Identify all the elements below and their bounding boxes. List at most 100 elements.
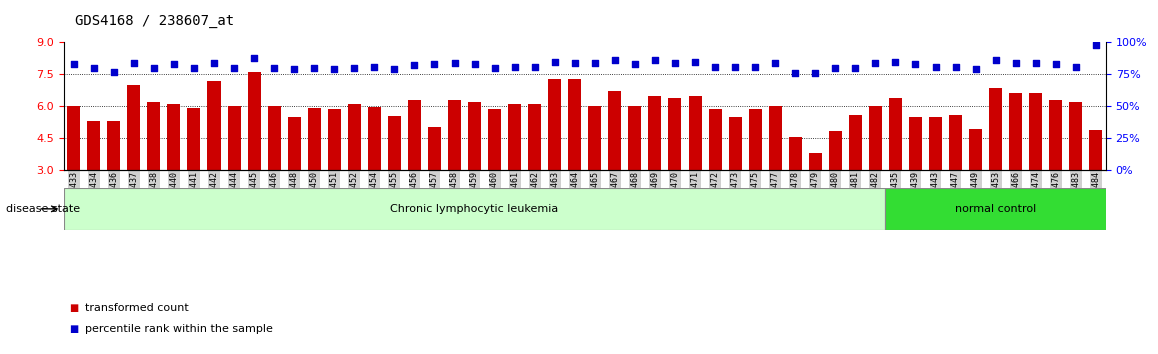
Bar [668, 98, 682, 170]
Point [85, 65, 103, 71]
Bar [127, 85, 140, 170]
Bar [886, 188, 1106, 230]
Point [886, 59, 904, 64]
Point [846, 65, 865, 71]
Point [265, 65, 284, 71]
Point [946, 64, 965, 69]
Point [1047, 61, 1065, 67]
Point [365, 64, 383, 69]
Bar [789, 137, 801, 170]
Bar [428, 127, 441, 170]
Bar [950, 115, 962, 170]
Bar [368, 107, 381, 170]
Bar [909, 117, 922, 170]
Point [485, 65, 504, 71]
Bar [728, 117, 741, 170]
Bar [308, 108, 321, 170]
Point [786, 70, 805, 76]
Bar [468, 102, 481, 170]
Point [625, 61, 644, 67]
Bar [929, 117, 943, 170]
Text: ■: ■ [69, 303, 79, 313]
Bar [227, 106, 241, 170]
Point [145, 65, 163, 71]
Bar [608, 91, 622, 170]
Bar [769, 106, 782, 170]
Bar [287, 117, 301, 170]
Bar [1009, 93, 1023, 170]
Point [666, 60, 684, 66]
Point [244, 55, 263, 61]
Bar [528, 104, 541, 170]
Bar [1029, 93, 1042, 170]
Point [907, 61, 925, 67]
Point [325, 67, 344, 72]
Point [225, 65, 243, 71]
Point [526, 64, 544, 69]
Bar [689, 96, 702, 170]
Point [1067, 64, 1085, 69]
Point [345, 65, 364, 71]
Bar [168, 104, 181, 170]
Point [746, 64, 764, 69]
Point [686, 59, 704, 64]
Point [987, 57, 1005, 63]
Bar [1069, 102, 1083, 170]
Point [285, 67, 303, 72]
Point [65, 61, 83, 67]
Bar [87, 121, 101, 170]
Bar [508, 104, 521, 170]
Bar [347, 104, 361, 170]
Bar [849, 115, 862, 170]
Point [205, 60, 223, 66]
Text: ■: ■ [69, 324, 79, 334]
Bar [1090, 130, 1102, 170]
Bar [808, 153, 822, 170]
Bar [488, 109, 501, 170]
Bar [147, 102, 161, 170]
Point [606, 57, 624, 63]
Bar [207, 81, 220, 170]
Bar [829, 131, 842, 170]
Bar [748, 109, 762, 170]
Point [806, 70, 824, 76]
Point [445, 60, 463, 66]
Bar [248, 72, 261, 170]
Bar [67, 106, 80, 170]
Point [726, 64, 745, 69]
Point [164, 61, 183, 67]
Point [545, 59, 564, 64]
Text: Chronic lymphocytic leukemia: Chronic lymphocytic leukemia [390, 204, 558, 214]
Point [386, 67, 404, 72]
Bar [548, 79, 562, 170]
Point [966, 67, 984, 72]
Bar [648, 96, 661, 170]
Point [565, 60, 584, 66]
Text: GDS4168 / 238607_at: GDS4168 / 238607_at [75, 14, 234, 28]
Bar [108, 121, 120, 170]
Text: normal control: normal control [955, 204, 1036, 214]
Bar [328, 109, 340, 170]
Point [125, 60, 144, 66]
Bar [388, 116, 401, 170]
Bar [267, 106, 280, 170]
Bar [969, 129, 982, 170]
Text: disease state: disease state [6, 204, 80, 214]
Bar [188, 108, 200, 170]
Point [505, 64, 523, 69]
Bar [448, 100, 461, 170]
Bar [629, 106, 642, 170]
Point [646, 57, 665, 63]
Point [705, 64, 725, 69]
Bar [709, 109, 721, 170]
Point [765, 60, 784, 66]
Bar [1049, 100, 1062, 170]
Point [826, 65, 844, 71]
Point [1006, 60, 1025, 66]
Bar [64, 188, 886, 230]
Text: transformed count: transformed count [85, 303, 189, 313]
Point [184, 65, 204, 71]
Point [1086, 42, 1105, 48]
Bar [889, 98, 902, 170]
Bar [868, 106, 882, 170]
